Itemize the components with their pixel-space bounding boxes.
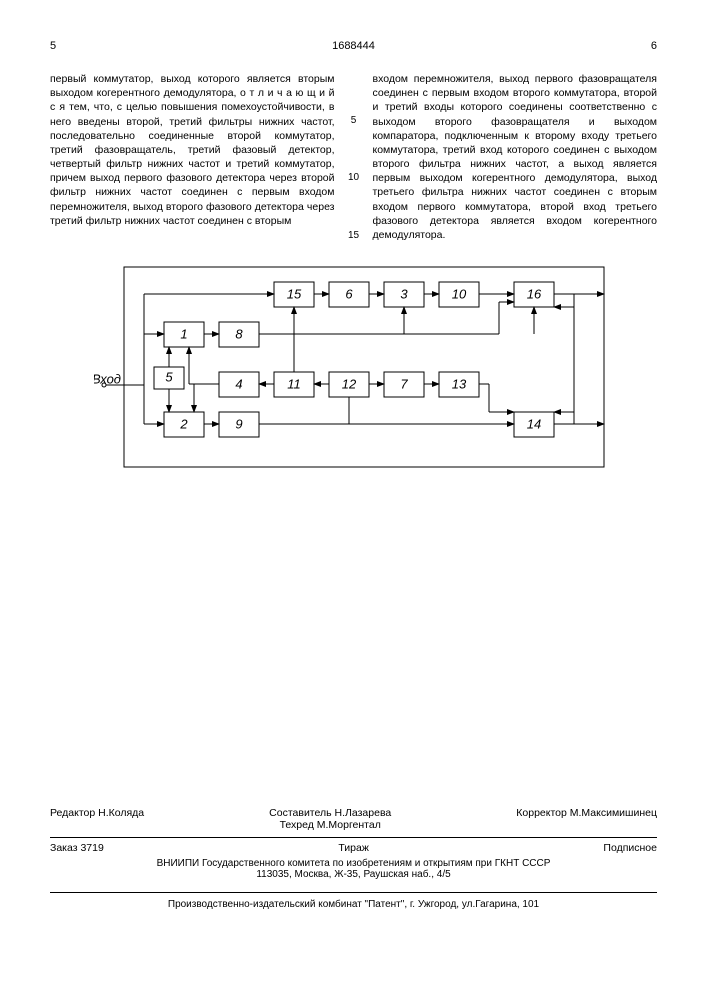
addr: 113035, Москва, Ж-35, Раушская наб., 4/5 [256, 869, 450, 880]
order: Заказ 3719 [50, 842, 104, 854]
box-12: 12 [341, 377, 356, 392]
column-2: входом перемножителя, выход первого фазо… [373, 72, 658, 242]
footer: Редактор Н.Коляда Составитель Н.Лазарева… [50, 807, 657, 910]
techred: Техред М.Моргентал [280, 819, 381, 831]
podpis: Подписное [603, 842, 657, 854]
box-4: 4 [235, 377, 242, 392]
line-markers: 5 10 15 [347, 72, 361, 242]
page-right: 6 [651, 40, 657, 52]
box-14: 14 [526, 417, 540, 432]
box-10: 10 [451, 287, 466, 302]
column-1: первый коммутатор, выход которого являет… [50, 72, 335, 242]
box-8: 8 [235, 327, 243, 342]
input-label: Вход [94, 372, 121, 387]
box-7: 7 [400, 377, 408, 392]
box-11: 11 [287, 377, 301, 392]
compiler: Составитель Н.Лазарева [269, 807, 391, 819]
line-marker: 5 [347, 114, 361, 128]
doc-number: 1688444 [56, 40, 651, 52]
box-13: 13 [451, 377, 466, 392]
box-1: 1 [180, 327, 187, 342]
line-marker: 15 [347, 229, 361, 243]
box-15: 15 [286, 287, 301, 302]
box-6: 6 [345, 287, 353, 302]
body-text: первый коммутатор, выход которого являет… [50, 72, 657, 242]
page-header: 5 1688444 6 [50, 40, 657, 52]
box-2: 2 [179, 417, 188, 432]
block-diagram: 15 6 3 10 16 1 8 4 11 12 7 13 5 2 9 14 В… [50, 257, 657, 487]
publisher: Производственно-издательский комбинат "П… [50, 892, 657, 910]
box-5: 5 [165, 370, 173, 385]
box-9: 9 [235, 417, 242, 432]
tirazh: Тираж [338, 842, 369, 854]
editor: Редактор Н.Коляда [50, 807, 144, 831]
org: ВНИИПИ Государственного комитета по изоб… [157, 858, 551, 869]
box-16: 16 [526, 287, 541, 302]
corrector: Корректор М.Максимишинец [516, 807, 657, 831]
line-marker: 10 [347, 171, 361, 185]
box-3: 3 [400, 287, 408, 302]
